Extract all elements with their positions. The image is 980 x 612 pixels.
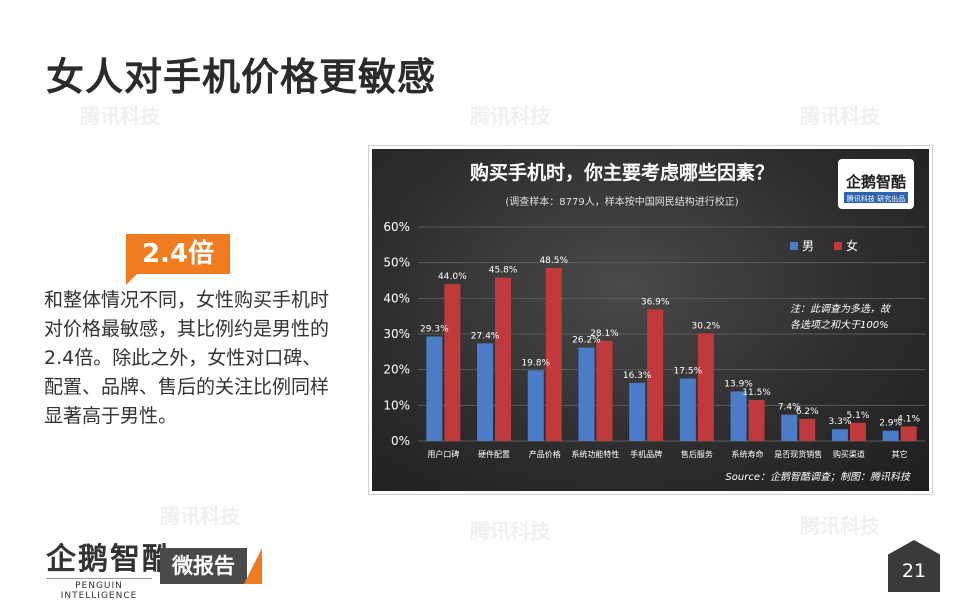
x-tick-label: 产品价格 — [529, 449, 561, 459]
watermark: 腾讯科技 — [160, 504, 240, 528]
bar-female — [748, 399, 765, 441]
legend-label-male: 男 — [802, 239, 814, 253]
report-accent — [244, 548, 262, 584]
bar-male — [527, 370, 544, 441]
data-label: 7.4% — [778, 403, 801, 413]
data-label: 26.2% — [572, 336, 601, 346]
bar-female — [545, 268, 562, 441]
logo-subtext: PENGUIN INTELLIGENCE — [46, 578, 152, 601]
bar-male — [730, 391, 747, 441]
x-tick-label: 硬件配置 — [478, 449, 510, 459]
y-tick-label: 60% — [383, 220, 410, 234]
chart-logo-text: 企鹅智酷 — [845, 173, 906, 191]
bar-male — [882, 430, 899, 441]
bar-male — [477, 343, 494, 441]
bar-female — [647, 309, 664, 441]
legend-swatch-female — [834, 242, 842, 250]
chart-title: 购买手机时，你主要考虑哪些因素？ — [470, 161, 774, 184]
x-tick-label: 系统寿命 — [732, 449, 764, 459]
data-label: 4.1% — [897, 414, 920, 424]
bar-female — [799, 418, 816, 441]
bar-male — [831, 429, 848, 441]
bar-female — [849, 422, 866, 441]
bar-female — [697, 333, 714, 441]
bar-female — [444, 284, 461, 441]
data-label: 5.1% — [847, 411, 870, 421]
data-label: 16.3% — [623, 371, 652, 381]
page-number: 21 — [888, 540, 940, 592]
chart-source: Source：企鹅智酷调查；制图：腾讯科技 — [725, 471, 912, 483]
data-label: 27.4% — [471, 331, 500, 341]
chart-bars — [426, 268, 917, 441]
badge-tail — [126, 273, 138, 285]
y-tick-label: 50% — [383, 256, 410, 270]
chart-legend: 男 女 — [790, 238, 858, 253]
x-tick-label: 购买渠道 — [833, 449, 865, 459]
x-tick-label: 售后服务 — [681, 449, 713, 459]
bar-male — [781, 414, 798, 441]
chart-logo-sub: 腾讯科技 研究出品 — [847, 194, 905, 203]
report-label: 微报告 — [160, 548, 247, 584]
data-label: 6.2% — [796, 407, 819, 417]
data-label: 45.8% — [489, 266, 518, 276]
bar-male — [629, 382, 646, 441]
y-tick-label: 10% — [383, 398, 410, 412]
data-label: 28.1% — [590, 329, 619, 339]
data-label: 30.2% — [692, 321, 721, 331]
page-title: 女人对手机价格更敏感 — [46, 55, 437, 99]
bar-chart: 购买手机时，你主要考虑哪些因素？ (调查样本：8779人，样本按中国网民结构进行… — [383, 159, 925, 483]
bar-female — [495, 277, 512, 441]
chart-subtitle: (调查样本：8779人，样本按中国网民结构进行校正) — [505, 195, 738, 208]
x-tick-label: 手机品牌 — [630, 449, 662, 459]
data-label: 44.0% — [438, 272, 467, 282]
y-tick-label: 0% — [391, 434, 410, 448]
legend-label-female: 女 — [846, 238, 858, 253]
watermark: 腾讯科技 — [470, 104, 550, 128]
y-axis-ticks: 0% 10% 20% 30% 40% 50% 60% — [383, 220, 410, 448]
x-tick-label: 其它 — [892, 449, 908, 459]
body-text: 和整体情况不同，女性购买手机时对价格最敏感，其比例约是男性的2.4倍。除此之外，… — [44, 289, 330, 427]
watermark: 腾讯科技 — [470, 519, 550, 543]
x-tick-label: 是否现货销售 — [774, 449, 822, 459]
bar-male — [578, 347, 595, 441]
data-label: 29.3% — [420, 324, 449, 334]
footer-logo: 企鹅智酷 PENGUIN INTELLIGENCE — [46, 534, 174, 601]
watermark: 腾讯科技 — [80, 104, 160, 128]
x-tick-label: 用户口碑 — [427, 449, 459, 459]
logo-text: 企鹅智酷 — [46, 542, 174, 577]
watermark: 腾讯科技 — [800, 104, 880, 128]
data-label: 19.8% — [521, 358, 550, 368]
bar-male — [679, 378, 696, 441]
highlight-badge: 2.4倍 — [126, 234, 230, 274]
x-tick-label: 系统功能特性 — [571, 449, 619, 459]
chart-note-line2: 各选项之和大于100% — [790, 319, 889, 331]
chart-note-line1: 注：此调查为多选，故 — [790, 303, 892, 315]
chart-logo: 企鹅智酷 腾讯科技 研究出品 — [838, 159, 914, 209]
data-label: 13.9% — [724, 379, 753, 389]
y-tick-label: 20% — [383, 363, 410, 377]
data-labels: 29.3% 44.0% 27.4% 45.8% 19.8% 48.5% 26.2%28.1%… — [420, 256, 920, 429]
data-label: 36.9% — [641, 297, 670, 307]
data-label: 2.9% — [879, 419, 902, 429]
data-label: 3.3% — [829, 417, 852, 427]
bar-female — [900, 426, 917, 441]
x-axis-ticks: 用户口碑 硬件配置 产品价格 系统功能特性 手机品牌 售后服务 系统寿命 是否现货销售 购买渠道… — [427, 449, 907, 459]
y-tick-label: 40% — [383, 291, 410, 305]
data-label: 48.5% — [539, 256, 568, 266]
bar-female — [596, 340, 613, 441]
watermark: 腾讯科技 — [800, 514, 880, 538]
bar-male — [426, 336, 443, 441]
y-tick-label: 30% — [383, 327, 410, 341]
data-label: 17.5% — [674, 367, 703, 377]
legend-swatch-male — [790, 242, 798, 250]
data-label: 11.5% — [742, 388, 771, 398]
